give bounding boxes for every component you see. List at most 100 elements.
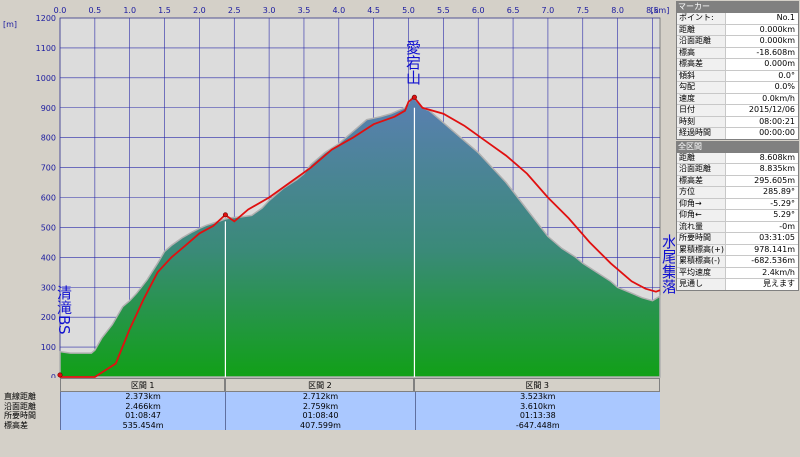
- info-key: 仰角→: [677, 198, 726, 209]
- marker-panel-row: 時刻 08:00:21: [677, 116, 798, 128]
- info-value: 8.608km: [759, 152, 795, 162]
- section-value-cell: 01:08:40: [225, 411, 415, 421]
- info-key: 時刻: [677, 116, 726, 127]
- section-row: 直線距離 2.373km 2.712km 3.523km: [0, 392, 660, 402]
- info-key: 沿面距離: [677, 36, 726, 47]
- info-key: 所要時間: [677, 233, 726, 244]
- marker-panel-row: 速度 0.0km/h: [677, 93, 798, 105]
- x-tick-label: 6.0: [472, 6, 485, 15]
- y-tick-label: 200: [41, 313, 56, 322]
- info-value: 978.141m: [754, 244, 795, 254]
- y-tick-label: 1200: [36, 14, 56, 23]
- section-row-label: 沿面距離: [0, 401, 60, 412]
- y-unit-label: [m]: [3, 20, 17, 29]
- info-value: 295.605m: [754, 175, 795, 185]
- info-key: 距離: [677, 24, 726, 35]
- section-header-row: 区間 1 区間 2 区間 3: [0, 378, 660, 392]
- marker-panel-row: 日付 2015/12/06: [677, 105, 798, 117]
- info-value: 285.89°: [763, 187, 795, 196]
- x-tick-label: 2.5: [228, 6, 241, 15]
- waypoint-marker: [57, 372, 63, 378]
- y-tick-label: 600: [41, 194, 56, 203]
- waypoint-marker: [222, 212, 228, 218]
- info-value: No.1: [776, 13, 795, 22]
- y-tick-label: 500: [41, 223, 56, 232]
- info-key: 見通し: [677, 279, 726, 290]
- info-value: 2015/12/06: [748, 105, 795, 114]
- section-value-cell: 2.712km: [225, 392, 415, 402]
- marker-panel-title: マーカー: [676, 1, 799, 12]
- info-key: 標高差: [677, 59, 726, 70]
- x-tick-label: 3.0: [263, 6, 276, 15]
- x-tick-label: 8.0: [611, 6, 624, 15]
- section-value-cell: 01:08:47: [59, 411, 226, 421]
- info-key: 傾斜: [677, 70, 726, 81]
- total-panel-row: 方位 285.89°: [677, 187, 798, 199]
- section-value-cell: 2.466km: [59, 401, 226, 412]
- annotation-label: 清滝BS: [55, 285, 73, 335]
- x-tick-label: 4.0: [332, 6, 345, 15]
- y-tick-label: 800: [41, 134, 56, 143]
- y-tick-label: 1100: [36, 44, 56, 53]
- section-table: 区間 1 区間 2 区間 3 直線距離 2.373km 2.712km 3.523km 沿面距…: [0, 378, 660, 457]
- info-key: 流れ量: [677, 221, 726, 232]
- marker-panel: ポイント: No.1 距離 0.000km 沿面距離 0.000km 標高 -18.608m 標…: [676, 12, 799, 140]
- total-panel-row: 流れ量 -0m: [677, 221, 798, 233]
- info-value: -18.608m: [756, 47, 795, 57]
- info-key: 方位: [677, 187, 726, 198]
- info-value: 03:31:05: [759, 233, 795, 242]
- y-tick-label: 900: [41, 104, 56, 113]
- marker-panel-row: 標高差 0.000m: [677, 59, 798, 71]
- section-row-label: 所要時間: [0, 411, 60, 421]
- total-panel-row: 沿面距離 8.835km: [677, 164, 798, 176]
- total-panel-title: 全区間: [676, 140, 799, 152]
- marker-panel-row: 勾配 0.0%: [677, 82, 798, 94]
- x-unit-label: [km]: [651, 6, 670, 15]
- total-panel-row: 見通し 見えます: [677, 279, 798, 290]
- gps-track-line: [60, 96, 661, 378]
- info-key: 沿面距離: [677, 164, 726, 175]
- marker-panel-row: 距離 0.000km: [677, 24, 798, 36]
- total-panel-row: 平均速度 2.4km/h: [677, 267, 798, 279]
- total-panel-row: 累積標高(+) 978.141m: [677, 244, 798, 256]
- y-tick-label: 700: [41, 164, 56, 173]
- total-panel: 距離 8.608km 沿面距離 8.835km 標高差 295.605m 方位 285.89°…: [676, 151, 799, 291]
- info-panel: マーカー ポイント: No.1 距離 0.000km 沿面距離 0.000km 標高 -18.…: [675, 0, 800, 457]
- total-panel-row: 所要時間 03:31:05: [677, 233, 798, 245]
- info-value: 0.0°: [778, 70, 795, 80]
- waypoint-marker: [411, 94, 417, 100]
- marker-panel-row: 標高 -18.608m: [677, 47, 798, 59]
- info-value: 5.29°: [773, 210, 795, 219]
- info-key: 平均速度: [677, 267, 726, 278]
- info-value: 0.000km: [759, 36, 795, 45]
- total-panel-row: 仰角← 5.29°: [677, 210, 798, 222]
- section-header-spacer: [0, 378, 60, 392]
- section-row: 沿面距離 2.466km 2.759km 3.610km: [0, 401, 660, 412]
- section-header-cell: 区間 2: [225, 378, 415, 392]
- x-tick-label: 1.5: [158, 6, 171, 15]
- info-key: 仰角←: [677, 210, 726, 221]
- marker-panel-row: 経過時間 00:00:00: [677, 128, 798, 139]
- section-row-label: 標高差: [0, 420, 60, 431]
- section-header-cell: 区間 1: [60, 378, 226, 392]
- info-key: 距離: [677, 152, 726, 163]
- x-tick-label: 8.5: [646, 6, 659, 15]
- total-panel-row: 標高差 295.605m: [677, 175, 798, 187]
- info-key: 累積標高(-): [677, 256, 726, 267]
- info-value: 見えます: [763, 279, 795, 288]
- terrain-area: [59, 96, 661, 378]
- info-value: 0.0%: [774, 82, 795, 91]
- info-value: 0.000m: [764, 59, 795, 68]
- total-panel-row: 距離 8.608km: [677, 152, 798, 164]
- y-tick-label: 400: [41, 253, 56, 262]
- x-tick-label: 2.0: [193, 6, 206, 15]
- x-tick-label: 0.0: [54, 6, 67, 15]
- section-row: 所要時間 01:08:47 01:08:40 01:13:38: [0, 411, 660, 421]
- info-key: 日付: [677, 105, 726, 116]
- info-value: 08:00:21: [759, 116, 795, 126]
- x-tick-label: 4.5: [367, 6, 380, 15]
- marker-panel-row: ポイント: No.1: [677, 13, 798, 25]
- section-value-cell: 3.523km: [414, 392, 660, 402]
- section-value-cell: 01:13:38: [414, 411, 660, 421]
